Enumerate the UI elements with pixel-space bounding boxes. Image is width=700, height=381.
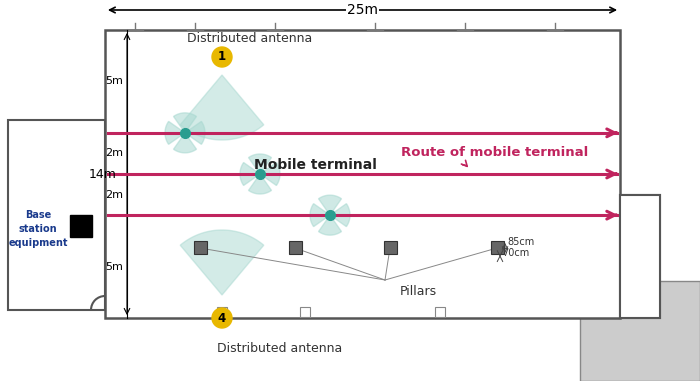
Text: 5m: 5m bbox=[105, 77, 123, 86]
Polygon shape bbox=[174, 113, 197, 133]
Polygon shape bbox=[180, 230, 264, 295]
Text: 25m: 25m bbox=[347, 3, 378, 17]
Bar bbox=[491, 241, 504, 254]
Text: Route of mobile terminal: Route of mobile terminal bbox=[401, 146, 589, 158]
Polygon shape bbox=[248, 174, 272, 194]
Bar bbox=[620, 195, 660, 318]
Polygon shape bbox=[185, 122, 205, 144]
Circle shape bbox=[212, 308, 232, 328]
Polygon shape bbox=[580, 281, 700, 381]
Text: 4: 4 bbox=[218, 312, 226, 325]
Text: Distributed antenna: Distributed antenna bbox=[188, 32, 313, 45]
Polygon shape bbox=[330, 204, 350, 227]
Bar bbox=[70, 215, 92, 237]
Polygon shape bbox=[260, 163, 280, 186]
Bar bbox=[217, 307, 227, 317]
Text: Distributed antenna: Distributed antenna bbox=[218, 341, 342, 354]
Polygon shape bbox=[165, 122, 185, 144]
Polygon shape bbox=[174, 133, 197, 153]
Bar bbox=[435, 307, 445, 317]
Polygon shape bbox=[248, 154, 272, 174]
Text: 85cm: 85cm bbox=[507, 237, 534, 247]
Bar bbox=[620, 195, 660, 318]
Text: Mobile terminal: Mobile terminal bbox=[253, 158, 377, 172]
Bar bbox=[289, 241, 302, 254]
Polygon shape bbox=[240, 163, 260, 186]
Text: 70cm: 70cm bbox=[502, 248, 529, 258]
Polygon shape bbox=[180, 75, 264, 140]
Polygon shape bbox=[318, 215, 342, 235]
Circle shape bbox=[212, 47, 232, 67]
Text: Pillars: Pillars bbox=[400, 285, 437, 298]
Text: 14m: 14m bbox=[89, 168, 117, 181]
Polygon shape bbox=[318, 195, 342, 215]
Text: 1: 1 bbox=[218, 51, 226, 64]
Bar bbox=[194, 241, 207, 254]
Bar bbox=[300, 307, 310, 317]
Text: Base
station
equipment: Base station equipment bbox=[8, 210, 68, 248]
Bar bbox=[105, 30, 620, 318]
Text: 5m: 5m bbox=[105, 262, 123, 272]
Text: 2m: 2m bbox=[105, 190, 123, 200]
Bar bbox=[8, 120, 105, 310]
Text: 2m: 2m bbox=[105, 149, 123, 158]
Polygon shape bbox=[310, 204, 330, 227]
Bar bbox=[384, 241, 397, 254]
